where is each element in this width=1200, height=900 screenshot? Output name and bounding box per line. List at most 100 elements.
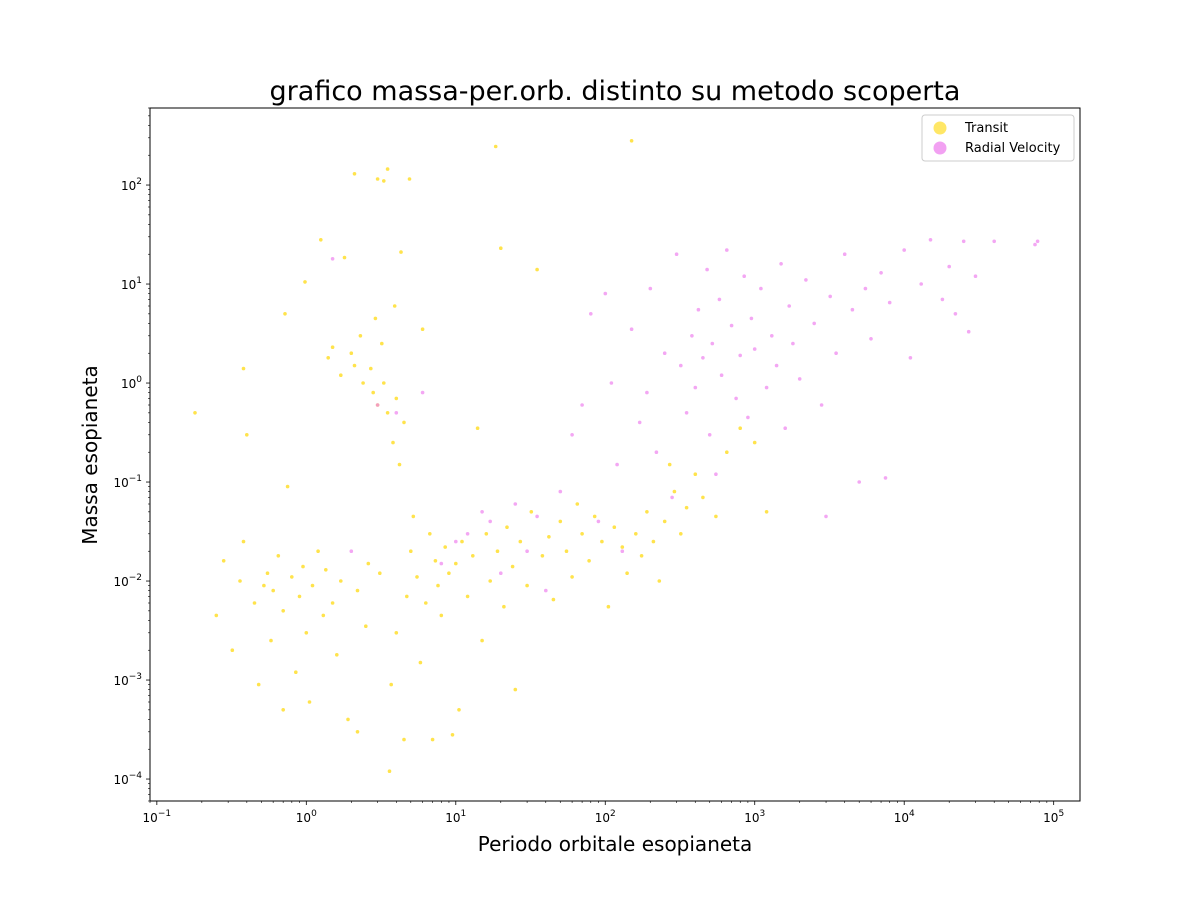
data-point-radial-velocity xyxy=(696,307,701,312)
data-point-transit xyxy=(639,554,644,558)
data-point-radial-velocity xyxy=(637,420,642,425)
data-point-transit xyxy=(241,539,246,544)
data-point-radial-velocity xyxy=(919,282,923,286)
data-point-radial-velocity xyxy=(869,337,873,341)
data-point-radial-velocity xyxy=(879,271,883,275)
x-tick-label: 105 xyxy=(1043,809,1064,825)
data-point-transit xyxy=(358,334,363,338)
data-point-transit xyxy=(375,177,380,181)
data-point-transit xyxy=(684,505,689,510)
data-point-transit xyxy=(385,411,390,415)
data-point-transit xyxy=(430,737,435,742)
data-point-transit xyxy=(701,495,705,500)
data-point-radial-velocity xyxy=(580,403,584,407)
data-point-transit xyxy=(634,532,638,536)
data-point-transit xyxy=(238,579,242,583)
data-point-transit xyxy=(326,356,331,360)
data-point-transit xyxy=(389,682,394,687)
data-point-transit xyxy=(405,594,409,599)
data-point-transit xyxy=(366,561,371,566)
data-point-radial-velocity xyxy=(648,286,653,291)
data-point-radial-velocity xyxy=(857,480,861,484)
data-point-transit xyxy=(339,373,343,378)
x-tick-label: 100 xyxy=(296,809,317,825)
data-point-radial-velocity xyxy=(525,549,529,553)
data-point-radial-velocity xyxy=(908,356,913,360)
data-point-transit xyxy=(294,670,298,674)
y-tick-label: 10−3 xyxy=(113,672,142,688)
data-point-transit xyxy=(385,167,390,171)
data-point-radial-velocity xyxy=(707,433,712,437)
y-tick-label: 10−1 xyxy=(113,474,142,490)
data-point-radial-velocity xyxy=(834,351,838,356)
data-point-transit xyxy=(352,363,357,368)
data-point-transit xyxy=(355,588,360,593)
data-point-radial-velocity xyxy=(670,495,674,500)
data-point-radial-velocity xyxy=(787,304,791,308)
x-axis: 10−1 100 101 102 103 104 105 xyxy=(143,801,1064,825)
data-point-transit xyxy=(439,613,444,618)
points-layer xyxy=(193,139,1040,773)
data-point-transit xyxy=(592,514,597,519)
data-point-radial-velocity xyxy=(454,539,458,544)
data-point-radial-velocity xyxy=(714,472,718,477)
data-point-radial-velocity xyxy=(701,356,705,360)
data-point-transit xyxy=(725,450,729,455)
data-point-transit xyxy=(411,514,416,519)
data-point-radial-velocity xyxy=(710,341,715,346)
data-point-transit xyxy=(667,462,672,467)
x-tick-label: 10−1 xyxy=(143,809,172,825)
data-point-radial-velocity xyxy=(842,252,847,256)
data-point-transit xyxy=(424,601,428,605)
data-point-transit xyxy=(230,648,235,652)
data-point-transit xyxy=(443,545,448,549)
data-point-transit xyxy=(420,327,425,332)
data-point-transit xyxy=(301,564,305,569)
data-point-radial-velocity xyxy=(738,353,742,358)
data-point-transit xyxy=(415,575,419,579)
data-point-transit xyxy=(252,601,257,605)
data-point-transit xyxy=(493,144,498,149)
data-point-radial-velocity xyxy=(596,519,601,524)
data-point-transit xyxy=(369,366,373,371)
data-point-transit xyxy=(269,638,273,643)
data-point-radial-velocity xyxy=(589,312,593,316)
data-point-transit xyxy=(651,539,656,544)
data-point-transit xyxy=(454,561,458,566)
data-point-radial-velocity xyxy=(394,411,399,415)
data-point-transit xyxy=(281,609,286,613)
y-tick-label: 102 xyxy=(121,177,142,193)
data-point-radial-velocity xyxy=(863,286,868,291)
data-point-transit xyxy=(465,594,470,599)
data-point-radial-velocity xyxy=(544,588,548,593)
data-point-transit xyxy=(193,411,197,415)
data-point-transit xyxy=(475,426,480,431)
data-point-transit xyxy=(547,535,551,539)
data-point-transit xyxy=(612,525,617,529)
data-point-radial-velocity xyxy=(928,238,933,242)
data-point-transit xyxy=(471,554,475,558)
data-point-transit xyxy=(352,172,357,176)
data-point-transit xyxy=(241,366,246,371)
legend-label-transit: Transit xyxy=(964,121,1008,136)
data-point-radial-velocity xyxy=(828,294,832,299)
data-point-transit xyxy=(281,708,286,712)
data-point-radial-velocity xyxy=(887,300,892,305)
x-tick-label: 102 xyxy=(595,809,616,825)
data-point-radial-velocity xyxy=(1035,239,1040,244)
data-point-transit xyxy=(529,510,534,514)
data-point-transit xyxy=(319,238,323,242)
data-point-radial-velocity xyxy=(725,248,729,252)
y-tick-label: 100 xyxy=(121,375,142,391)
data-point-radial-velocity xyxy=(499,571,503,575)
data-point-transit xyxy=(564,549,569,553)
data-point-transit xyxy=(679,532,683,536)
data-point-transit xyxy=(488,579,493,583)
data-point-radial-velocity xyxy=(488,519,493,524)
data-point-transit xyxy=(457,708,461,712)
data-point-radial-velocity xyxy=(742,274,746,279)
data-point-radial-velocity xyxy=(330,257,335,261)
data-point-transit xyxy=(324,568,328,572)
data-point-radial-velocity xyxy=(734,396,738,401)
